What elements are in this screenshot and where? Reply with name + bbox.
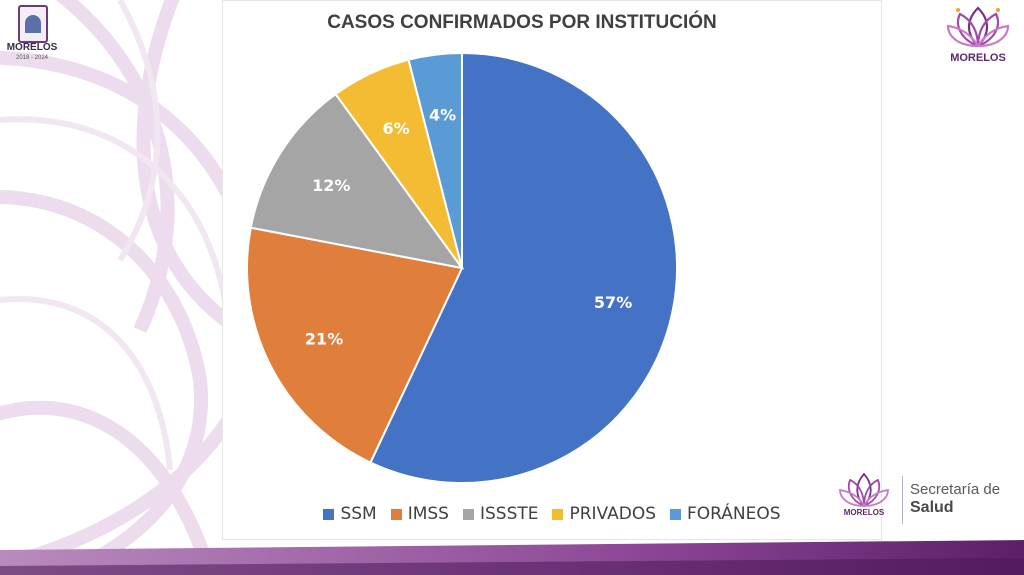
pie-slice-issste (249, 92, 465, 270)
legend-swatch-privados (552, 508, 564, 520)
legend-label-ssm: SSM (340, 504, 377, 524)
data-label-issste: 12% (312, 176, 350, 195)
legend-swatch-ssm (323, 508, 335, 520)
legend-swatch-issste (462, 508, 474, 520)
legend-swatch-imss (390, 508, 402, 520)
legend-item-imss: IMSS (390, 504, 449, 524)
chart-legend: SSM IMSS ISSSTE PRIVADOS FORÁNEOS (222, 504, 882, 524)
legend-item-privados: PRIVADOS (552, 504, 656, 524)
data-label-imss: 21% (305, 329, 343, 348)
pie-slice-foraneos (407, 51, 463, 269)
chart-title: CASOS CONFIRMADOS POR INSTITUCIÓN (327, 12, 717, 33)
morelos-state-logo: MORELOS 2018 - 2024 (0, 0, 64, 72)
right-logo-name: MORELOS (950, 52, 1006, 64)
secretaria-salud-logo: MORELOS Secretaría de Salud (832, 468, 1024, 532)
data-label-foraneos: 4% (429, 105, 456, 124)
left-logo-name: MORELOS (6, 42, 58, 53)
pie-slice-ssm (369, 51, 678, 484)
morelos-brand-logo-top: MORELOS (936, 2, 1020, 82)
legend-label-imss: IMSS (407, 504, 449, 524)
department-line-2: Salud (910, 499, 954, 516)
footer-logo-name: MORELOS (843, 508, 885, 517)
state-emblem-icon (18, 5, 48, 43)
legend-label-foraneos: FORÁNEOS (687, 504, 781, 524)
left-logo-years: 2018 - 2024 (15, 55, 49, 61)
logo-divider (902, 476, 903, 524)
data-label-privados: 6% (383, 119, 410, 138)
legend-item-foraneos: FORÁNEOS (670, 504, 781, 524)
emblem-shield-icon (25, 15, 41, 33)
pie-slice-imss (246, 226, 464, 464)
department-line-1: Secretaría de (910, 481, 1001, 498)
flower-logo-icon (946, 6, 1010, 48)
legend-label-privados: PRIVADOS (569, 504, 656, 524)
data-label-ssm: 57% (594, 293, 632, 312)
legend-swatch-foraneos (670, 508, 681, 520)
legend-label-issste: ISSSTE (479, 504, 539, 524)
legend-item-issste: ISSSTE (462, 504, 539, 524)
legend-item-ssm: SSM (323, 504, 377, 524)
bottom-color-bar (0, 540, 1024, 575)
flower-logo-small-icon (839, 472, 889, 507)
